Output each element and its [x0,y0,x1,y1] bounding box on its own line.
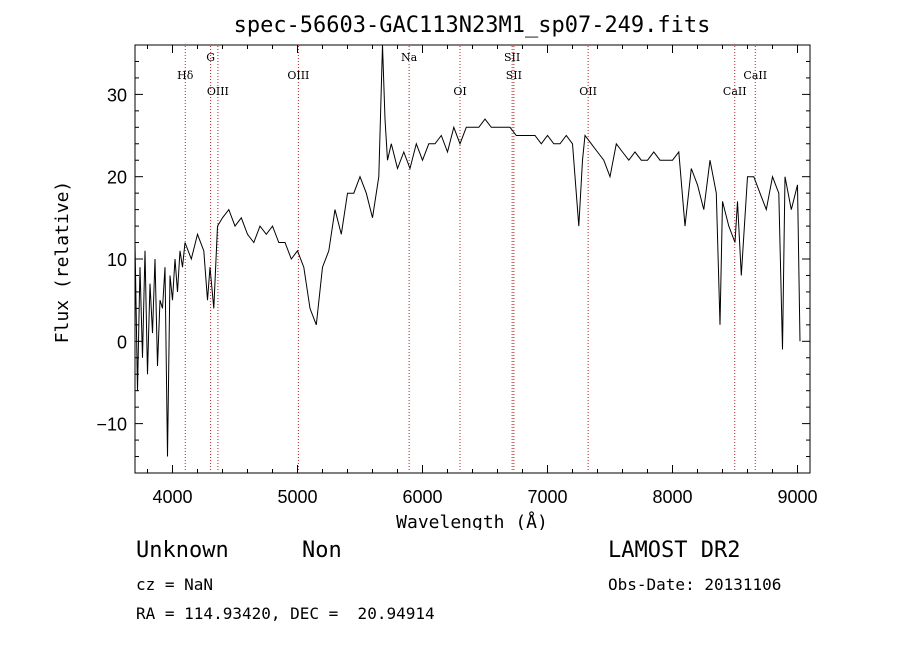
x-tick-label: 9000 [777,487,817,507]
line-markers [184,46,756,472]
survey-name: LAMOST DR2 [608,538,741,563]
line-label: OI [453,85,466,98]
line-label: CaII [723,85,747,98]
obs-date-text: Obs-Date: 20131106 [608,575,782,594]
coordinates-text: RA = 114.93420, DEC = 20.94914 [136,604,435,623]
line-label: OIII [207,85,229,98]
line-label: OII [579,85,597,98]
x-tick-label: 5000 [277,487,317,507]
line-label: SII [506,69,522,82]
line-label: Hδ [177,69,194,82]
object-subclass: Non [302,538,342,563]
line-label: G [206,51,215,64]
spectrum-line [134,44,801,457]
spectrum-chart: Hδ G OIII OIII Na OI SII SII OII CaII CaII 4000 500… [52,13,818,530]
x-tick-label: 8000 [652,487,692,507]
x-axis-label: Wavelength (Å) [396,511,548,530]
y-tick-label: 0 [117,332,127,352]
x-tick-label: 7000 [527,487,567,507]
line-label: SII [504,51,520,64]
x-tick-label: 6000 [402,487,442,507]
line-label: Na [401,51,418,64]
y-tick-label: −10 [96,415,127,435]
chart-title: spec-56603-GAC113N23M1_sp07-249.fits [234,13,711,38]
y-axis-label: Flux (relative) [52,181,73,344]
x-tick-label: 4000 [152,487,192,507]
y-tick-label: 30 [107,85,127,105]
line-label: OIII [287,69,309,82]
y-ticks: −10 0 10 20 30 [96,60,810,458]
y-tick-label: 10 [107,250,127,270]
object-type: Unknown [136,538,229,563]
y-tick-label: 20 [107,168,127,188]
line-labels: Hδ G OIII OIII Na OI SII SII OII CaII CaII [177,51,767,98]
line-label: CaII [743,69,767,82]
x-ticks: 4000 5000 6000 7000 8000 9000 [147,45,818,507]
redshift-text: cz = NaN [136,575,214,594]
plot-frame [134,44,811,474]
